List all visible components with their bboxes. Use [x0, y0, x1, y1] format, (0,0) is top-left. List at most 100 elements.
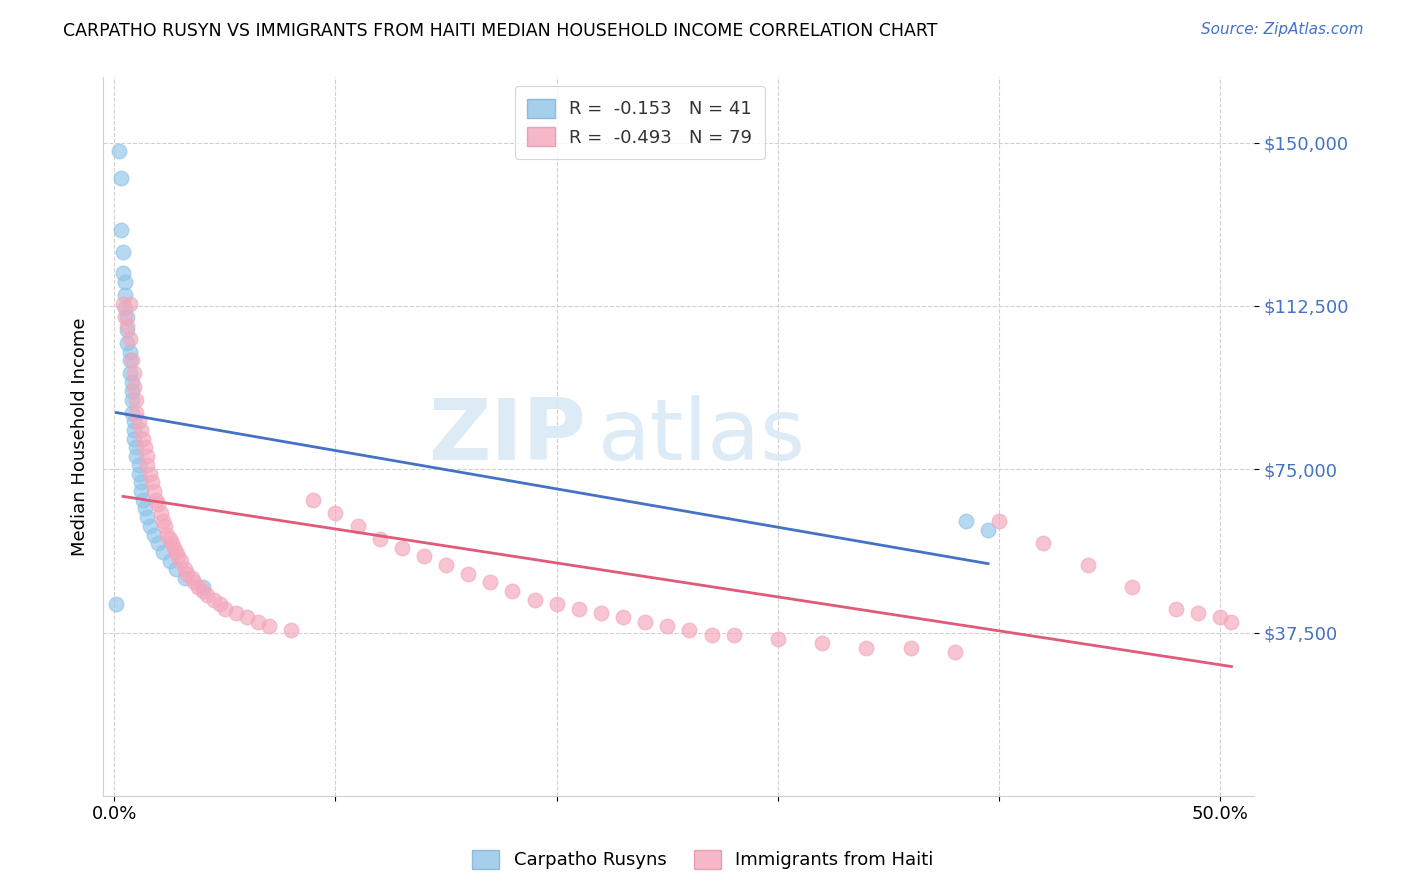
Point: [180, 571, 202, 585]
Point: [568, 601, 591, 615]
Point: [346, 519, 368, 533]
Point: [501, 584, 523, 599]
Point: [143, 483, 166, 498]
Point: [280, 624, 302, 638]
Point: [128, 414, 150, 428]
Point: [191, 580, 214, 594]
Point: [246, 615, 269, 629]
Legend: R =  -0.153   N = 41, R =  -0.493   N = 79: R = -0.153 N = 41, R = -0.493 N = 79: [515, 87, 765, 160]
Point: [138, 467, 160, 481]
Point: [143, 527, 166, 541]
Point: [125, 392, 148, 407]
Point: [225, 606, 247, 620]
Point: [811, 636, 834, 650]
Point: [152, 545, 174, 559]
Point: [122, 432, 145, 446]
Point: [955, 515, 977, 529]
Point: [122, 423, 145, 437]
Point: [523, 592, 546, 607]
Point: [117, 318, 139, 333]
Point: [209, 597, 232, 611]
Point: [678, 624, 700, 638]
Point: [153, 519, 176, 533]
Point: [128, 458, 150, 472]
Point: [214, 601, 236, 615]
Point: [700, 628, 723, 642]
Point: [122, 414, 145, 428]
Point: [1187, 606, 1209, 620]
Point: [118, 332, 141, 346]
Point: [1166, 601, 1188, 615]
Point: [145, 492, 167, 507]
Point: [122, 367, 145, 381]
Point: [107, 145, 129, 159]
Point: [191, 584, 214, 599]
Point: [110, 223, 132, 237]
Point: [434, 558, 457, 572]
Point: [159, 554, 181, 568]
Point: [114, 310, 136, 324]
Point: [165, 562, 187, 576]
Point: [589, 606, 612, 620]
Point: [165, 545, 187, 559]
Point: [114, 288, 136, 302]
Point: [1032, 536, 1054, 550]
Point: [118, 297, 141, 311]
Point: [121, 384, 143, 398]
Point: [257, 619, 280, 633]
Point: [855, 640, 877, 655]
Point: [121, 353, 143, 368]
Point: [325, 506, 347, 520]
Point: [302, 492, 325, 507]
Point: [174, 571, 197, 585]
Point: [121, 375, 143, 389]
Point: [723, 628, 745, 642]
Y-axis label: Median Household Income: Median Household Income: [72, 318, 89, 556]
Point: [148, 497, 170, 511]
Point: [159, 532, 181, 546]
Point: [174, 562, 197, 576]
Point: [1220, 615, 1243, 629]
Point: [149, 506, 172, 520]
Point: [125, 406, 148, 420]
Point: [125, 449, 148, 463]
Point: [136, 449, 159, 463]
Point: [122, 379, 145, 393]
Point: [114, 275, 136, 289]
Point: [118, 353, 141, 368]
Point: [129, 423, 152, 437]
Point: [141, 475, 163, 490]
Point: [132, 432, 155, 446]
Point: [236, 610, 259, 624]
Point: [117, 323, 139, 337]
Point: [368, 532, 391, 546]
Point: [114, 301, 136, 315]
Point: [1121, 580, 1143, 594]
Point: [176, 566, 198, 581]
Point: [163, 541, 186, 555]
Point: [132, 492, 155, 507]
Point: [112, 244, 135, 259]
Point: [202, 592, 225, 607]
Point: [136, 458, 159, 472]
Point: [479, 575, 502, 590]
Point: [118, 344, 141, 359]
Point: [657, 619, 679, 633]
Point: [129, 483, 152, 498]
Point: [183, 575, 205, 590]
Point: [988, 515, 1011, 529]
Point: [977, 523, 1000, 537]
Point: [121, 406, 143, 420]
Point: [112, 266, 135, 280]
Text: Source: ZipAtlas.com: Source: ZipAtlas.com: [1201, 22, 1364, 37]
Point: [128, 467, 150, 481]
Point: [134, 501, 156, 516]
Legend: Carpatho Rusyns, Immigrants from Haiti: Carpatho Rusyns, Immigrants from Haiti: [464, 841, 942, 879]
Point: [195, 589, 218, 603]
Point: [167, 549, 190, 564]
Text: atlas: atlas: [598, 395, 806, 478]
Point: [134, 441, 156, 455]
Point: [766, 632, 789, 646]
Point: [1077, 558, 1099, 572]
Point: [117, 336, 139, 351]
